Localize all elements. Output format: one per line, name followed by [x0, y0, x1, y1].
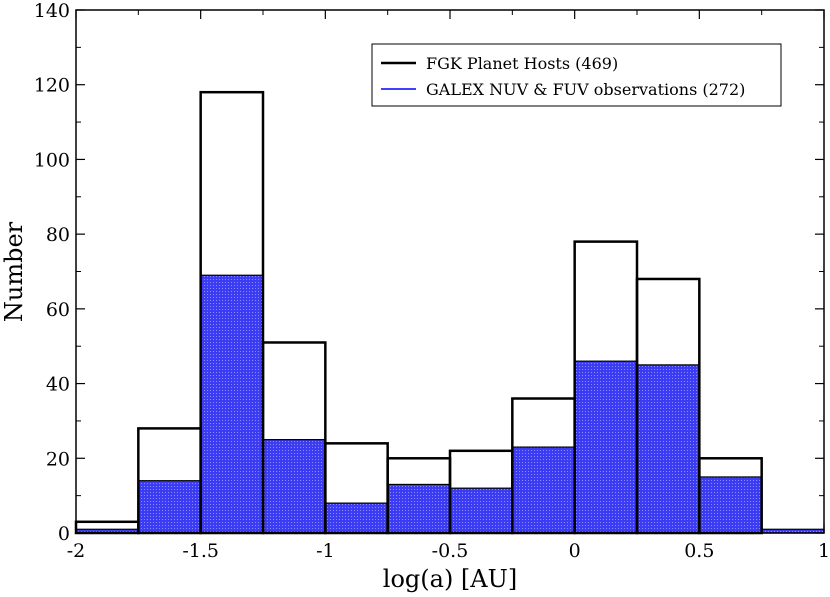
legend: FGK Planet Hosts (469) GALEX NUV & FUV o…: [371, 43, 782, 107]
galex-bar: [387, 483, 451, 534]
y-axis-title: Number: [0, 221, 28, 322]
x-tick-label: 0: [569, 540, 581, 562]
y-tick-label: 0: [58, 523, 70, 545]
legend-box: [371, 43, 782, 107]
x-tick-label: -0.5: [432, 540, 469, 562]
galex-bar: [137, 480, 202, 534]
y-tick-label: 20: [46, 448, 70, 470]
x-tick-label: -2: [67, 540, 86, 562]
x-tick-label: 0.5: [684, 540, 714, 562]
legend-label-galex: GALEX NUV & FUV observations (272): [426, 80, 745, 99]
y-tick-label: 120: [34, 75, 70, 97]
y-tick-label: 40: [46, 374, 70, 396]
galex-bar: [200, 274, 264, 534]
galex-bar: [698, 476, 763, 534]
x-tick-label: -1.5: [182, 540, 219, 562]
galex-bar: [574, 360, 638, 534]
galex-bars: [75, 274, 825, 534]
y-tick-label: 140: [34, 0, 70, 22]
galex-bar: [262, 439, 326, 534]
y-tick-label: 100: [34, 149, 70, 171]
galex-bar: [511, 446, 576, 534]
x-axis-title: log(a) [AU]: [383, 565, 517, 593]
galex-bar: [324, 502, 389, 534]
legend-label-fgk: FGK Planet Hosts (469): [426, 54, 618, 73]
galex-bar: [636, 364, 700, 534]
x-tick-label: 1: [818, 540, 830, 562]
axis-ticks: -2 -1.5 -1 -0.5 0 0.5 1 0 20 40 60 80 100 120 140: [34, 0, 830, 562]
x-tick-label: -1: [316, 540, 335, 562]
y-tick-label: 60: [46, 299, 70, 321]
y-tick-label: 80: [46, 224, 70, 246]
galex-bar: [449, 487, 513, 534]
